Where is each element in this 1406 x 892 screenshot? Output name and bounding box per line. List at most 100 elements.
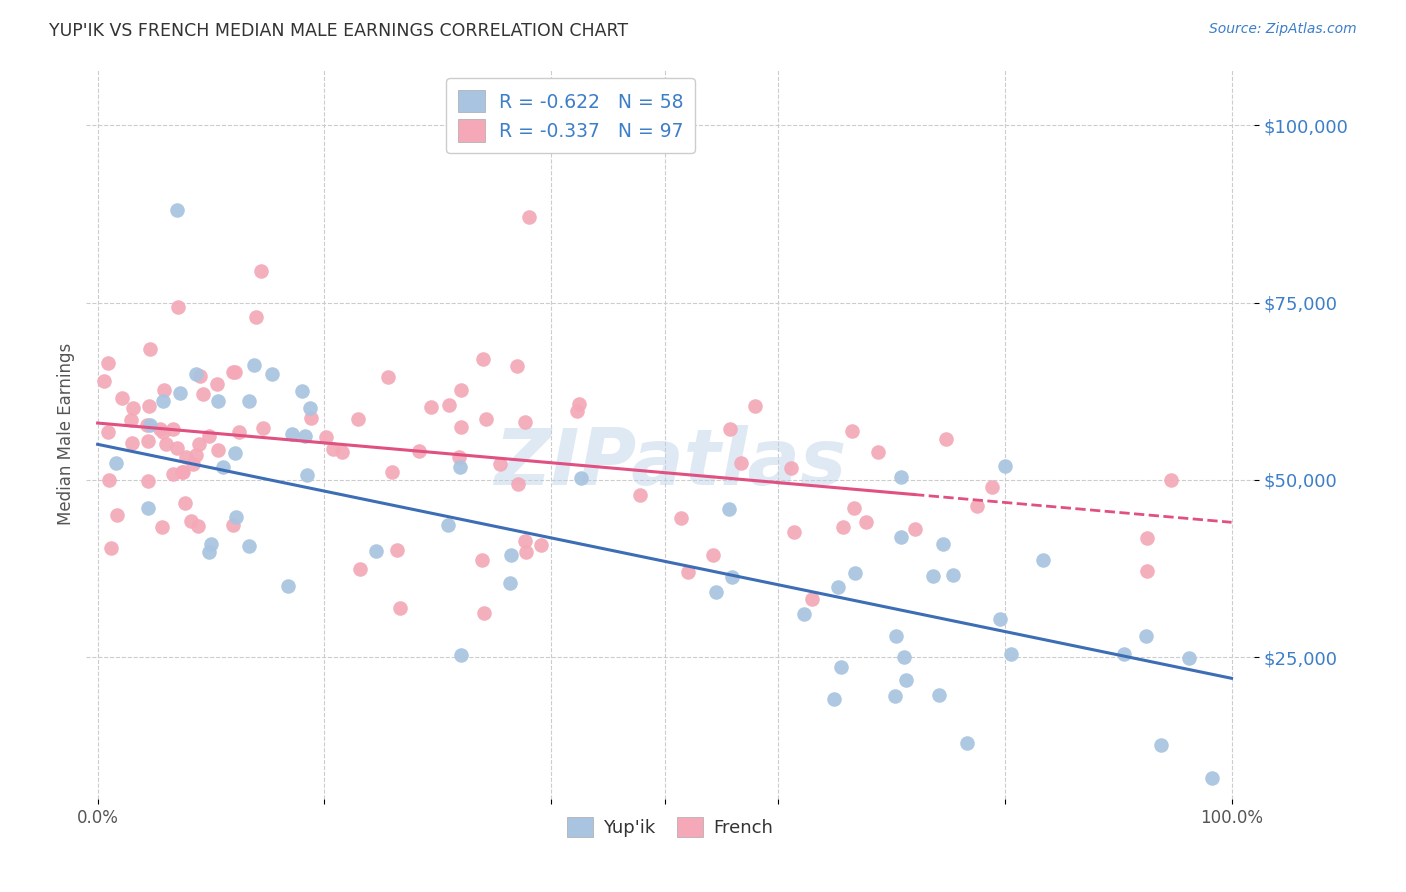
Text: Source: ZipAtlas.com: Source: ZipAtlas.com bbox=[1209, 22, 1357, 37]
Point bbox=[565, 404, 588, 418]
Point bbox=[349, 562, 371, 576]
Point bbox=[364, 544, 387, 558]
Point bbox=[298, 401, 321, 415]
Point bbox=[169, 386, 191, 401]
Point bbox=[152, 393, 174, 408]
Point bbox=[136, 434, 159, 448]
Point bbox=[238, 394, 260, 409]
Point bbox=[238, 539, 260, 553]
Point bbox=[222, 365, 245, 379]
Point bbox=[243, 358, 266, 372]
Point bbox=[800, 592, 823, 607]
Point bbox=[1136, 564, 1159, 578]
Point bbox=[956, 736, 979, 750]
Point bbox=[1178, 651, 1201, 665]
Point bbox=[139, 343, 162, 357]
Point bbox=[569, 471, 592, 485]
Point bbox=[262, 368, 284, 382]
Point bbox=[187, 518, 209, 533]
Point bbox=[1201, 771, 1223, 785]
Point bbox=[966, 500, 988, 514]
Point bbox=[93, 374, 115, 388]
Point bbox=[97, 425, 120, 440]
Point bbox=[450, 384, 472, 398]
Point bbox=[135, 418, 157, 433]
Point bbox=[717, 501, 740, 516]
Point bbox=[568, 397, 591, 411]
Point bbox=[450, 420, 472, 434]
Point bbox=[188, 437, 211, 451]
Point bbox=[1160, 473, 1182, 487]
Point bbox=[105, 508, 128, 523]
Point bbox=[294, 428, 316, 442]
Point bbox=[170, 466, 193, 480]
Point bbox=[1135, 629, 1157, 643]
Point bbox=[844, 566, 866, 581]
Point bbox=[450, 648, 472, 662]
Point bbox=[184, 367, 207, 381]
Point bbox=[928, 688, 950, 702]
Point bbox=[981, 480, 1004, 494]
Point bbox=[823, 691, 845, 706]
Point bbox=[1135, 531, 1157, 545]
Point bbox=[245, 310, 267, 324]
Point bbox=[152, 425, 174, 439]
Point bbox=[508, 477, 530, 491]
Point bbox=[841, 424, 863, 438]
Point bbox=[628, 488, 651, 502]
Point bbox=[277, 579, 299, 593]
Point bbox=[104, 456, 127, 470]
Point bbox=[180, 514, 202, 528]
Point bbox=[1112, 647, 1135, 661]
Point bbox=[97, 356, 120, 370]
Point bbox=[315, 430, 337, 444]
Point bbox=[122, 401, 145, 416]
Point bbox=[136, 500, 159, 515]
Point bbox=[166, 203, 188, 218]
Point bbox=[517, 211, 540, 225]
Point bbox=[472, 606, 495, 620]
Point bbox=[1000, 647, 1022, 661]
Point bbox=[669, 510, 692, 524]
Point bbox=[935, 433, 957, 447]
Point bbox=[475, 411, 498, 425]
Point bbox=[744, 400, 766, 414]
Point bbox=[281, 426, 304, 441]
Point bbox=[506, 359, 529, 373]
Point bbox=[783, 525, 806, 540]
Point bbox=[893, 650, 915, 665]
Point bbox=[942, 568, 965, 582]
Point bbox=[385, 543, 408, 558]
Point bbox=[98, 473, 121, 487]
Point bbox=[827, 580, 849, 594]
Point bbox=[515, 545, 537, 559]
Point bbox=[150, 520, 173, 534]
Point bbox=[866, 444, 889, 458]
Point bbox=[166, 442, 188, 456]
Point bbox=[922, 568, 945, 582]
Point bbox=[904, 522, 927, 536]
Point bbox=[200, 537, 222, 551]
Point bbox=[291, 384, 314, 398]
Point bbox=[120, 413, 142, 427]
Point bbox=[388, 601, 411, 615]
Point bbox=[162, 467, 184, 482]
Point bbox=[198, 545, 221, 559]
Point bbox=[139, 418, 162, 433]
Point bbox=[377, 369, 399, 384]
Point bbox=[884, 629, 907, 643]
Point bbox=[793, 607, 815, 622]
Point bbox=[191, 387, 214, 401]
Point bbox=[111, 391, 134, 405]
Point bbox=[1032, 553, 1054, 567]
Point bbox=[207, 442, 229, 457]
Point bbox=[173, 496, 195, 510]
Point bbox=[447, 450, 470, 464]
Point bbox=[211, 460, 233, 475]
Point bbox=[842, 500, 865, 515]
Point bbox=[153, 383, 176, 397]
Point bbox=[295, 467, 318, 482]
Point bbox=[489, 457, 512, 471]
Point bbox=[136, 475, 159, 489]
Point bbox=[121, 436, 143, 450]
